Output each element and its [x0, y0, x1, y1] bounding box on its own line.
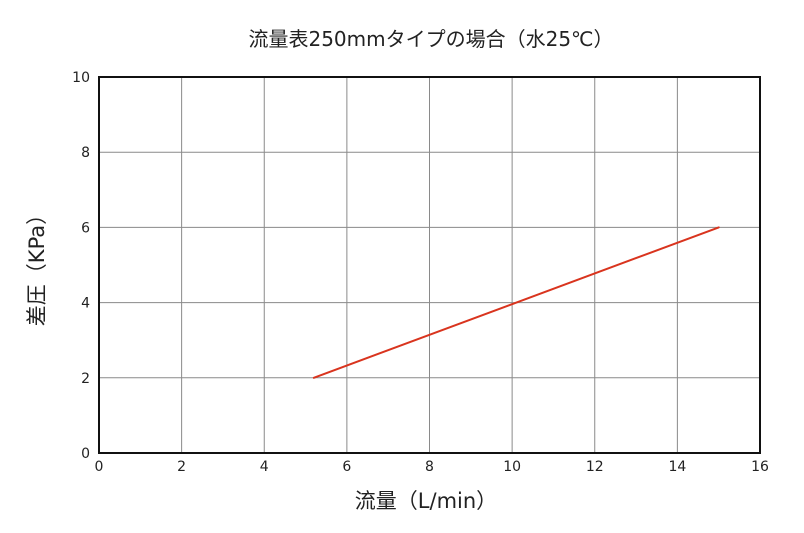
x-tick-label: 0: [95, 459, 104, 475]
x-tick-label: 6: [342, 459, 351, 475]
series-layer: [312, 226, 720, 379]
y-tick-label: 6: [81, 220, 90, 236]
y-tick-label: 2: [81, 371, 90, 387]
x-axis-ticks: 0 2 4 6 8 10 12 14 16: [95, 459, 769, 475]
x-tick-label: 4: [260, 459, 269, 475]
x-tick-label: 14: [668, 459, 686, 475]
y-axis-ticks: 0 2 4 6 8 10: [72, 70, 90, 462]
x-tick-label: 16: [751, 459, 769, 475]
y-axis-label: 差圧（KPa）: [25, 204, 49, 326]
chart-title: 流量表250mmタイプの場合（水25℃）: [248, 27, 613, 51]
x-tick-label: 10: [503, 459, 521, 475]
x-tick-label: 12: [586, 459, 604, 475]
y-tick-label: 0: [81, 446, 90, 462]
x-tick-label: 8: [425, 459, 434, 475]
x-axis-label: 流量（L/min）: [355, 489, 497, 513]
series-line: [312, 226, 720, 379]
x-tick-label: 2: [177, 459, 186, 475]
y-tick-label: 10: [72, 70, 90, 86]
plot-frame: [98, 76, 761, 454]
y-tick-label: 8: [81, 145, 90, 161]
grid: [99, 77, 760, 453]
y-tick-label: 4: [81, 296, 90, 312]
